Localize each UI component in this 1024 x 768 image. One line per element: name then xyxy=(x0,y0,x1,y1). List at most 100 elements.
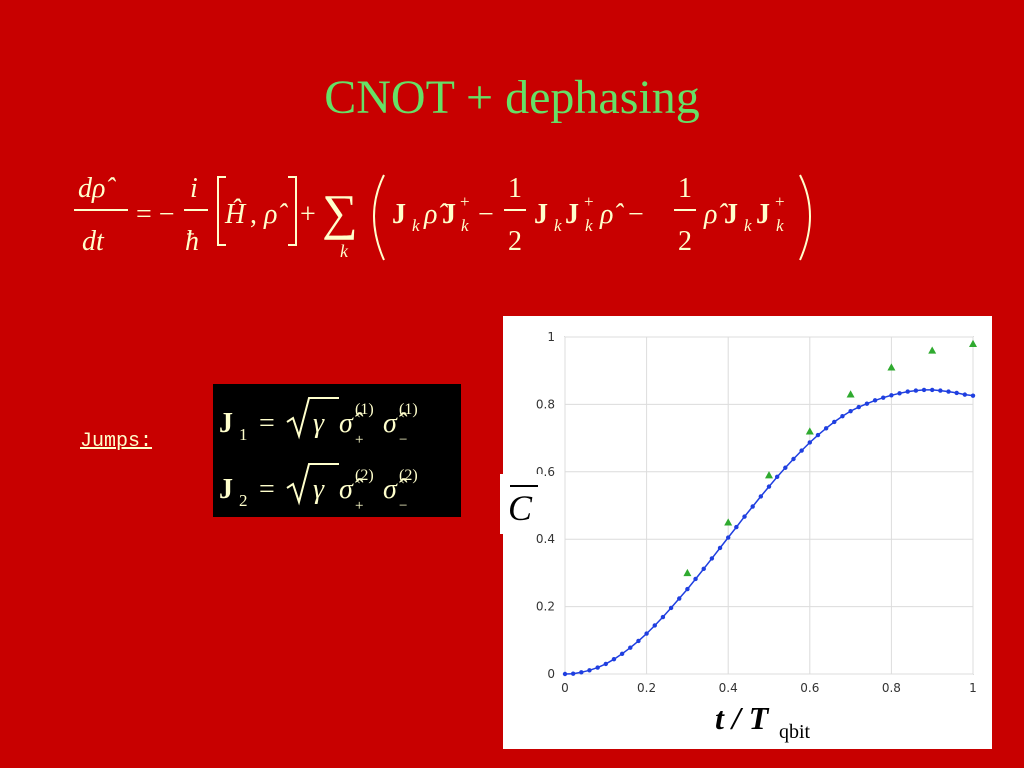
x-axis-label-sub: qbit xyxy=(779,721,811,743)
data-point xyxy=(913,388,919,393)
data-point xyxy=(766,484,772,489)
eq-t2-k: k xyxy=(554,216,562,235)
data-point xyxy=(840,413,845,419)
eq-minus-2: − xyxy=(628,199,644,230)
data-point xyxy=(668,605,674,611)
jump1-index: 1 xyxy=(239,425,248,444)
data-point xyxy=(636,638,641,644)
jumps-label: Jumps: xyxy=(80,430,153,453)
jump1-minus: − xyxy=(399,432,407,448)
x-tick-label: 1 xyxy=(969,681,977,695)
data-point xyxy=(579,670,584,675)
data-point xyxy=(921,387,927,393)
data-point xyxy=(970,393,976,398)
eq-t3-k2: k xyxy=(776,216,784,235)
jump2-plus: + xyxy=(355,498,363,514)
eq-t2-j2: J xyxy=(565,199,579,230)
y-tick-label: 0 xyxy=(547,667,555,681)
eq-sigma: ∑ xyxy=(322,184,358,240)
data-point xyxy=(742,514,747,519)
data-point xyxy=(889,393,894,398)
plot-area xyxy=(564,336,974,675)
data-point xyxy=(644,631,649,636)
data-point xyxy=(693,576,698,582)
eq-t2-dag: + xyxy=(584,192,594,211)
jump2-index: 2 xyxy=(239,491,248,510)
eq-sum-index: k xyxy=(340,241,349,261)
data-point xyxy=(791,456,796,462)
jump1-j: J xyxy=(219,408,233,439)
data-point-triangle xyxy=(928,346,937,354)
data-point xyxy=(807,440,812,445)
data-point xyxy=(595,665,600,670)
x-axis-label: t / T qbit xyxy=(715,700,811,743)
ticks: 0 0.2 0.4 0.6 0.8 100.20.40.60.81 xyxy=(536,330,977,695)
eq-plus: + xyxy=(300,199,316,230)
jump1-sup1: (1) xyxy=(355,401,374,418)
eq-lhs-den: dt xyxy=(82,226,105,257)
data-point xyxy=(570,671,576,676)
data-point xyxy=(701,566,706,572)
x-tick-label: 0.8 xyxy=(882,681,901,695)
y-tick-label: 0.2 xyxy=(536,600,555,614)
eq-t2-j: J xyxy=(534,199,548,230)
jump2-minus: − xyxy=(399,498,407,514)
eq-t3-j2: J xyxy=(756,199,770,230)
eq-t1-j2: J xyxy=(442,199,456,230)
data-point xyxy=(938,388,943,393)
x-tick-label: 0.6 xyxy=(800,681,819,695)
data-point xyxy=(799,448,804,453)
data-point-triangle xyxy=(887,363,896,371)
data-point xyxy=(660,614,666,620)
data-point xyxy=(864,401,870,406)
data-point xyxy=(587,668,592,673)
jump2-sup2: (2) xyxy=(399,467,418,484)
eq-t2-rho: ρ̂ xyxy=(599,199,624,230)
eq-comm-h: Ĥ xyxy=(224,199,247,230)
data-point xyxy=(905,389,910,394)
eq-frac-i: i xyxy=(190,173,198,204)
jump1-eq: = xyxy=(259,408,275,439)
x-tick-label: 0.4 xyxy=(719,681,738,695)
data-point xyxy=(628,645,633,650)
x-tick-label: 0 xyxy=(561,681,569,695)
data-point xyxy=(677,596,682,601)
jump2-sup1: (2) xyxy=(355,467,374,484)
data-point-triangle xyxy=(683,568,692,577)
data-point xyxy=(783,465,788,470)
data-point xyxy=(726,535,731,540)
data-point xyxy=(717,545,723,551)
eq-t1-k2: k xyxy=(461,216,469,235)
concurrence-plot: 0 0.2 0.4 0.6 0.8 100.20.40.60.81 t / T qbit xyxy=(536,330,977,743)
data-point xyxy=(954,390,959,396)
data-point xyxy=(962,392,968,397)
plot-frame: 0 0.2 0.4 0.6 0.8 1 0 0.2 0.4 0.6 0.8 1 t / T qbit xyxy=(503,316,992,749)
data-point xyxy=(832,419,837,425)
eq-t1-dag: + xyxy=(460,192,470,211)
eq-t1-j: J xyxy=(392,199,406,230)
eq-t1-k: k xyxy=(412,216,420,235)
data-point-triangle xyxy=(724,518,733,526)
eq-minus-1: − xyxy=(478,199,494,230)
y-tick-label: 0.4 xyxy=(536,532,555,546)
y-tick-label: 1 xyxy=(547,330,555,344)
eq-t3-dag: + xyxy=(775,192,785,211)
data-point xyxy=(611,656,617,662)
y-tick-label: 0.8 xyxy=(536,397,555,411)
eq-comm-rho: ρ̂ xyxy=(263,199,288,230)
data-point xyxy=(734,524,739,530)
x-tick-label: 0.2 xyxy=(637,681,656,695)
eq-frac-hbar: ħ xyxy=(185,226,199,257)
eq-half-den-2: 2 xyxy=(678,226,692,257)
eq-t3-k: k xyxy=(744,216,752,235)
jump1-sup2: (1) xyxy=(399,401,418,418)
data-point xyxy=(823,426,829,431)
jump-operators-box: J 1 = γ σ̂ + (1) σ̂ − (1) J 2 = γ σ̂ + (… xyxy=(213,384,461,517)
data-point xyxy=(881,395,886,400)
data-point-triangle xyxy=(805,427,814,435)
data-point xyxy=(946,389,951,394)
data-point xyxy=(562,671,568,677)
jump2-eq: = xyxy=(259,474,275,505)
data-point xyxy=(619,651,625,656)
data-point xyxy=(750,504,755,509)
